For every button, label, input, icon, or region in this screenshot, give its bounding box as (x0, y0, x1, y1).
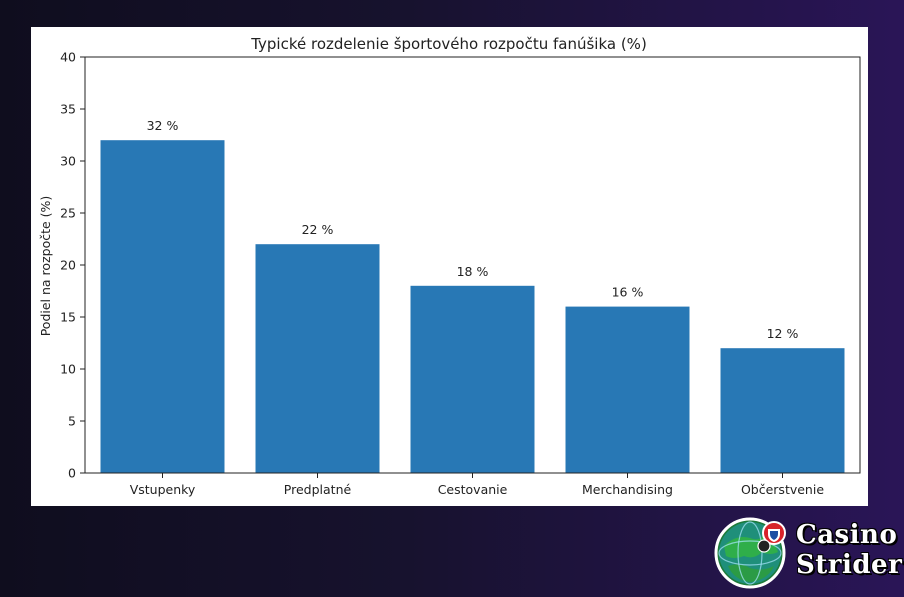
data-label-2: 18 % (457, 264, 489, 279)
data-label-0: 32 % (147, 118, 179, 133)
y-tick-label-7: 35 (60, 102, 76, 117)
x-tick-label-0: Vstupenky (130, 482, 196, 497)
y-tick-label-2: 10 (60, 362, 76, 377)
x-tick-label-1: Predplatné (284, 482, 352, 497)
brand-wordmark: Casino Strider (796, 520, 902, 580)
chart-panel: Typické rozdelenie športového rozpočtu f… (31, 27, 868, 506)
plot-frame (84, 56, 861, 474)
y-axis-label: Podiel na rozpočte (%) (38, 196, 53, 337)
bar-0 (100, 140, 225, 473)
bar-2 (410, 285, 535, 473)
brand-line-2: Strider (796, 550, 903, 580)
bar-chart: Typické rozdelenie športového rozpočtu f… (38, 35, 861, 497)
y-tick-label-4: 20 (60, 258, 76, 273)
y-tick-label-6: 30 (60, 154, 76, 169)
casino-strider-logo: Casino Strider (714, 516, 904, 590)
brand-line-1: Casino (796, 520, 898, 550)
data-label-3: 16 % (612, 285, 644, 300)
globe-logo-icon (714, 517, 786, 589)
data-label-1: 22 % (302, 222, 334, 237)
bar-4 (720, 348, 845, 473)
bar-1 (255, 244, 380, 473)
data-label-4: 12 % (767, 326, 799, 341)
chart-title: Typické rozdelenie športového rozpočtu f… (250, 35, 647, 53)
bar-3 (565, 306, 690, 473)
y-tick-label-0: 0 (68, 466, 76, 481)
y-tick-label-3: 15 (60, 310, 76, 325)
x-tick-label-2: Cestovanie (438, 482, 508, 497)
y-tick-label-1: 5 (68, 414, 76, 429)
y-tick-label-8: 40 (60, 50, 76, 65)
y-tick-label-5: 25 (60, 206, 76, 221)
x-tick-label-3: Merchandising (582, 482, 673, 497)
x-tick-label-4: Občerstvenie (741, 482, 824, 497)
